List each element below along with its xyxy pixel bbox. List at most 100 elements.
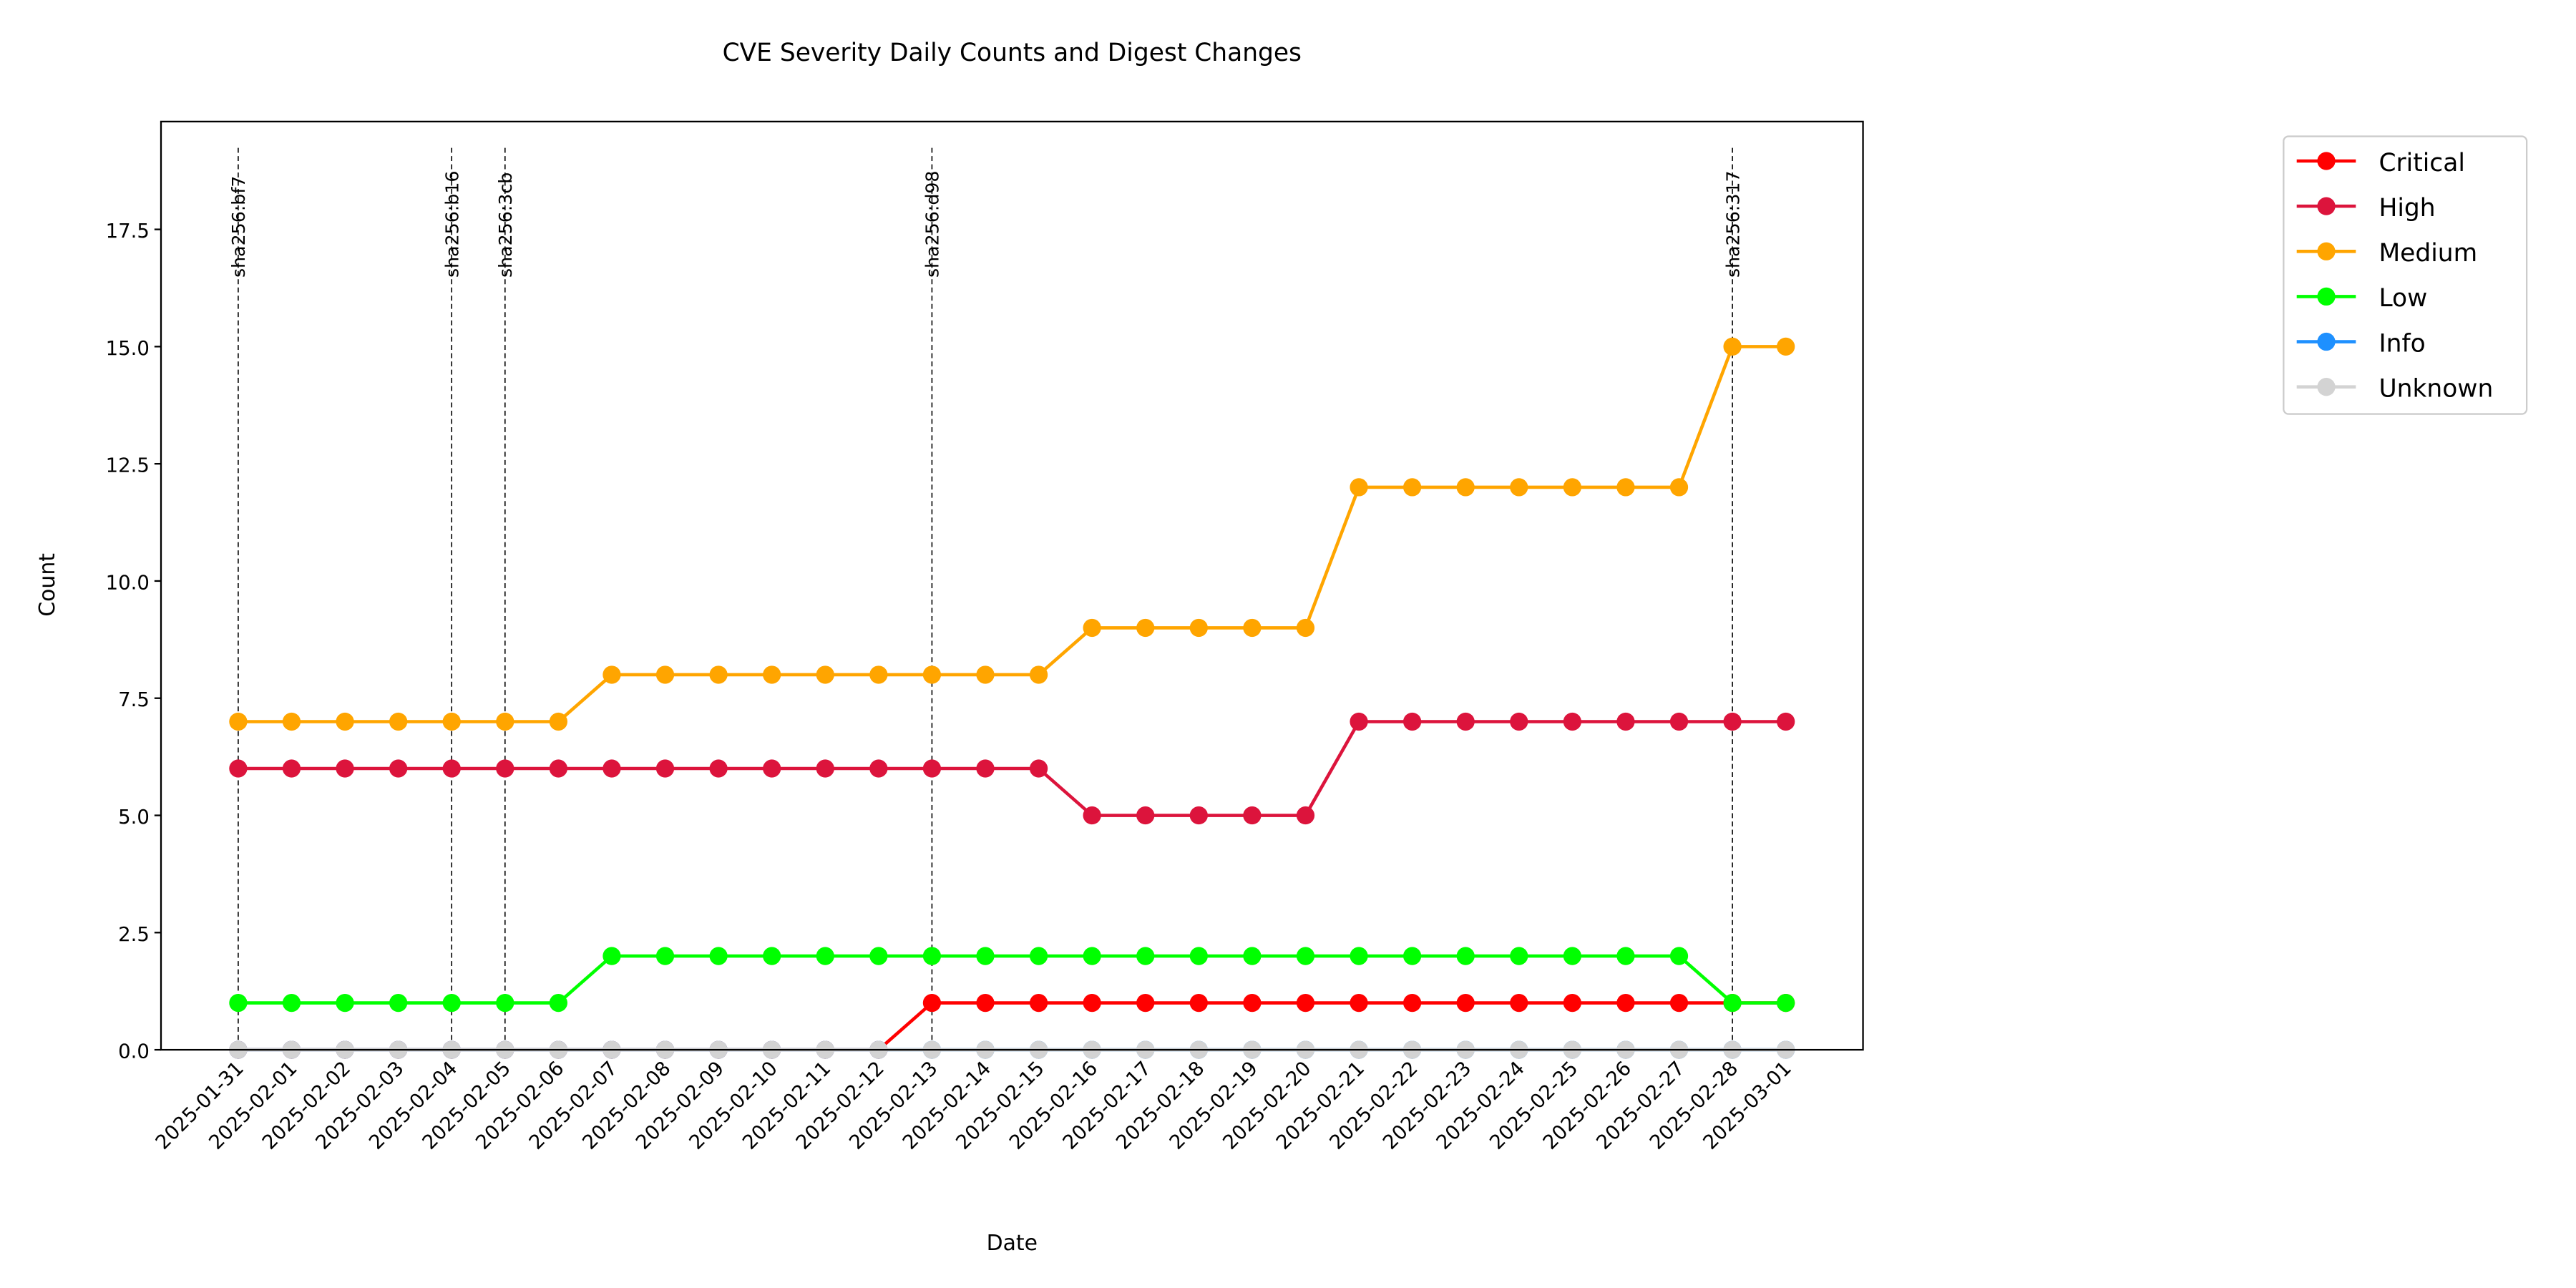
data-point [1189, 618, 1208, 638]
y-tick-label: 12.5 [106, 454, 150, 477]
data-point [1350, 947, 1368, 965]
data-point [1616, 478, 1635, 497]
data-point [229, 712, 248, 731]
y-tick-label: 17.5 [106, 220, 150, 243]
data-point [1189, 947, 1208, 965]
legend-label: Low [2379, 284, 2427, 313]
data-point [976, 947, 995, 965]
data-point [496, 712, 514, 731]
data-point [709, 947, 728, 965]
data-point [869, 947, 888, 965]
data-point [1083, 618, 1101, 638]
legend-label: Medium [2379, 239, 2477, 268]
legend-label: Info [2379, 329, 2425, 358]
data-point [655, 947, 675, 965]
data-point [1136, 806, 1155, 825]
data-point [336, 759, 354, 778]
y-tick-label: 10.0 [106, 571, 150, 594]
data-point [229, 993, 248, 1013]
data-point [1777, 712, 1795, 731]
data-point [389, 759, 408, 778]
data-point [1029, 759, 1048, 778]
axes-frame [160, 120, 1864, 1051]
digest-label: sha256:317 [1722, 170, 1743, 278]
data-point [282, 759, 301, 778]
data-point [1669, 712, 1689, 731]
data-point [1296, 618, 1315, 638]
y-tick-label: 5.0 [118, 806, 150, 829]
data-point [1083, 806, 1101, 825]
data-point [1723, 337, 1742, 356]
data-point [1350, 478, 1368, 497]
data-point [389, 993, 408, 1013]
legend-label: Unknown [2379, 374, 2493, 403]
data-point [549, 712, 568, 731]
data-point [1669, 947, 1689, 965]
legend-marker [2317, 152, 2336, 170]
y-tick-label: 0.0 [118, 1040, 150, 1063]
data-point [816, 665, 834, 684]
legend-marker [2317, 242, 2336, 260]
data-point [1616, 947, 1635, 965]
data-point [1616, 712, 1635, 731]
data-point [1510, 947, 1528, 965]
data-point [602, 947, 621, 965]
legend-marker [2317, 197, 2336, 215]
data-point [1029, 665, 1048, 684]
data-point [1136, 993, 1155, 1013]
data-point [922, 993, 942, 1013]
data-point [442, 759, 461, 778]
data-point [655, 665, 675, 684]
data-point [496, 759, 514, 778]
legend-label: Critical [2379, 149, 2464, 177]
data-point [1456, 993, 1475, 1013]
data-point [1723, 712, 1742, 731]
data-point [1243, 806, 1262, 825]
data-point [1189, 993, 1208, 1013]
data-point [1510, 993, 1528, 1013]
data-point [1083, 993, 1101, 1013]
data-point [1510, 712, 1528, 731]
legend: Critical High Medium Low Info Unknown [2296, 149, 2493, 403]
data-point [1083, 947, 1101, 965]
data-point [1777, 337, 1795, 356]
data-point [336, 712, 354, 731]
data-point [1029, 947, 1048, 965]
data-point [1456, 712, 1475, 731]
data-point [922, 947, 942, 965]
data-point [1350, 712, 1368, 731]
y-tick-label: 15.0 [106, 337, 150, 360]
y-axis-label: Count [35, 553, 60, 617]
data-point [763, 759, 781, 778]
data-point [976, 759, 995, 778]
data-point [976, 993, 995, 1013]
data-point [602, 759, 621, 778]
digest-label: sha256:d98 [922, 171, 943, 278]
data-point [1510, 478, 1528, 497]
data-point [816, 759, 834, 778]
data-point [1296, 993, 1315, 1013]
data-point [389, 712, 408, 731]
data-point [869, 665, 888, 684]
digest-label: sha256:b16 [441, 171, 462, 278]
data-point [816, 947, 834, 965]
data-point [1456, 478, 1475, 497]
data-point [1402, 993, 1422, 1013]
legend-box [2283, 135, 2528, 415]
data-point [1669, 478, 1689, 497]
digest-label: sha256:3cb [495, 172, 516, 278]
x-axis-label: Date [987, 1231, 1038, 1256]
data-point [1243, 618, 1262, 638]
data-point [549, 759, 568, 778]
data-point [1350, 993, 1368, 1013]
data-point [1616, 993, 1635, 1013]
data-point [922, 665, 942, 684]
data-point [763, 665, 781, 684]
data-point [442, 993, 461, 1013]
legend-marker [2317, 332, 2336, 351]
data-point [1402, 478, 1422, 497]
y-tick-label: 7.5 [118, 688, 150, 711]
data-point [1402, 712, 1422, 731]
